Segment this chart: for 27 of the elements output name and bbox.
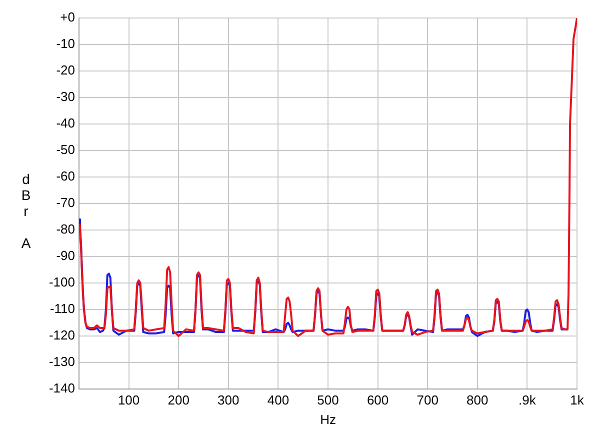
y-tick-label: -120 <box>48 328 75 343</box>
x-tick-label: .9k <box>518 392 536 408</box>
x-axis-title: Hz <box>320 412 336 427</box>
x-tick-label: 500 <box>317 392 339 408</box>
y-tick-label: -20 <box>56 62 75 78</box>
x-tick-label: 100 <box>118 392 140 408</box>
y-tick-label: -100 <box>48 274 75 290</box>
y-tick-label: +0 <box>60 10 75 25</box>
y-tick-label: -50 <box>56 142 75 158</box>
y-tick-label: -30 <box>56 89 75 104</box>
y-tick-label: -40 <box>56 116 75 131</box>
y-tick-label: -80 <box>56 222 75 237</box>
x-tick-label: 800 <box>466 392 488 408</box>
y-tick-label: -90 <box>56 248 75 264</box>
y-axis-title: dBr A <box>18 171 34 251</box>
x-tick-label: 400 <box>267 392 290 408</box>
x-tick-label: 600 <box>366 392 389 408</box>
y-tick-label: -130 <box>48 354 75 370</box>
x-tick-label: 200 <box>168 392 190 408</box>
y-tick-label: -60 <box>56 168 75 184</box>
y-tick-label: -110 <box>50 301 75 316</box>
y-tick-label: -70 <box>56 195 75 210</box>
x-tick-label: 300 <box>218 392 240 408</box>
x-tick-label: 700 <box>416 392 438 408</box>
x-tick-label: 1k <box>570 392 584 408</box>
y-tick-label: -140 <box>48 380 75 396</box>
y-tick-label: -10 <box>56 36 75 52</box>
